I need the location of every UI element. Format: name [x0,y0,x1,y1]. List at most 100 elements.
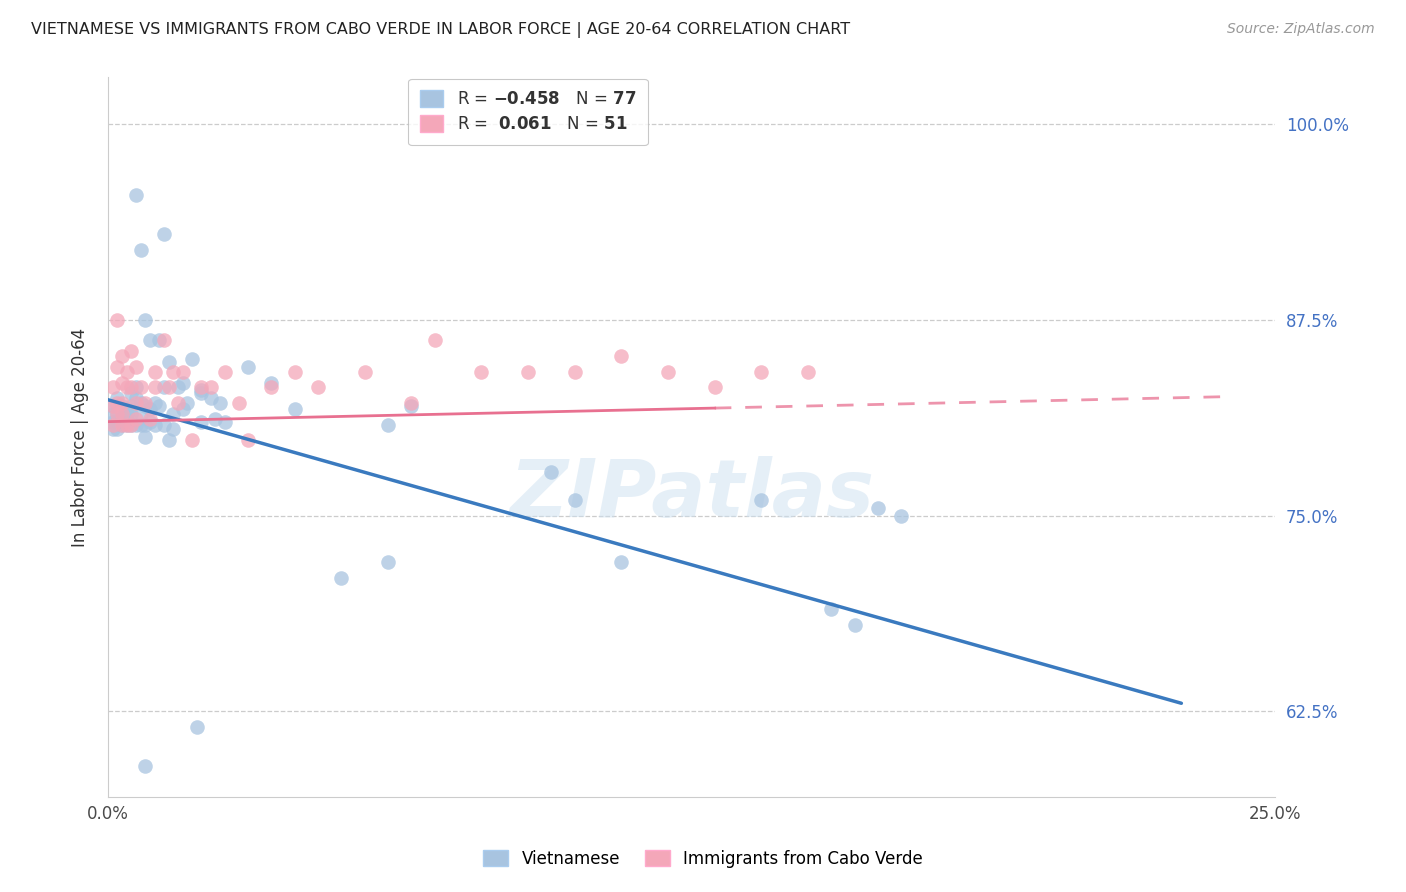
Point [105,396,128,410]
Point [105,407,128,421]
Point [307,380,329,394]
Point [105,399,128,413]
Point [284,365,307,379]
Point [148,333,170,347]
Point [120,417,142,432]
Point [115,365,138,379]
Point [111,407,134,421]
Point [134,759,156,773]
Point [105,391,128,405]
Point [190,384,212,398]
Point [105,359,128,374]
Point [139,415,162,429]
Point [105,415,128,429]
Point [143,380,166,394]
Point [610,556,633,570]
Point [844,618,866,632]
Point [610,349,633,363]
Point [125,187,148,202]
Point [101,407,124,421]
Point [101,417,124,432]
Point [129,380,152,394]
Point [153,417,176,432]
Point [111,417,134,432]
Point [111,402,134,417]
Point [236,359,259,374]
Legend: Vietnamese, Immigrants from Cabo Verde: Vietnamese, Immigrants from Cabo Verde [477,844,929,875]
Point [139,333,162,347]
Point [125,359,148,374]
Point [517,365,540,379]
Point [190,415,212,429]
Point [111,415,134,429]
Point [330,571,353,585]
Point [134,417,156,432]
Point [101,380,124,394]
Point [115,380,138,394]
Point [353,365,375,379]
Point [120,407,142,421]
Legend: R = $\bf{-0.458}$   N = $\bf{77}$, R =  $\bf{0.061}$   N = $\bf{51}$: R = $\bf{-0.458}$ N = $\bf{77}$, R = $\b… [408,78,648,145]
Point [120,399,142,413]
Point [284,402,307,417]
Point [115,417,138,432]
Point [143,365,166,379]
Point [134,430,156,444]
Point [148,399,170,413]
Point [129,396,152,410]
Point [200,380,222,394]
Point [751,492,773,507]
Point [111,399,134,413]
Point [125,380,148,394]
Point [111,417,134,432]
Point [751,365,773,379]
Point [377,417,399,432]
Point [157,434,180,448]
Point [423,333,446,347]
Point [401,399,423,413]
Point [120,344,142,359]
Point [125,417,148,432]
Point [186,720,208,734]
Point [105,407,128,421]
Point [125,411,148,425]
Point [153,380,176,394]
Point [120,380,142,394]
Point [139,402,162,417]
Point [129,407,152,421]
Point [101,399,124,413]
Point [157,380,180,394]
Point [797,365,820,379]
Point [120,386,142,401]
Point [143,417,166,432]
Text: ZIPatlas: ZIPatlas [509,456,875,534]
Point [115,407,138,421]
Point [134,396,156,410]
Point [181,352,204,367]
Point [200,391,222,405]
Point [162,407,184,421]
Point [190,380,212,394]
Point [260,376,283,390]
Point [157,355,180,369]
Point [105,313,128,327]
Point [214,415,236,429]
Point [125,391,148,405]
Point [181,434,204,448]
Point [101,399,124,413]
Text: Source: ZipAtlas.com: Source: ZipAtlas.com [1227,22,1375,37]
Point [820,602,842,616]
Point [167,396,190,410]
Point [134,399,156,413]
Text: VIETNAMESE VS IMMIGRANTS FROM CABO VERDE IN LABOR FORCE | AGE 20-64 CORRELATION : VIETNAMESE VS IMMIGRANTS FROM CABO VERDE… [31,22,851,38]
Point [115,417,138,432]
Point [139,411,162,425]
Point [260,380,283,394]
Point [115,402,138,417]
Point [125,396,148,410]
Point [101,422,124,436]
Point [172,402,194,417]
Point [167,380,190,394]
Point [540,465,562,479]
Point [190,386,212,401]
